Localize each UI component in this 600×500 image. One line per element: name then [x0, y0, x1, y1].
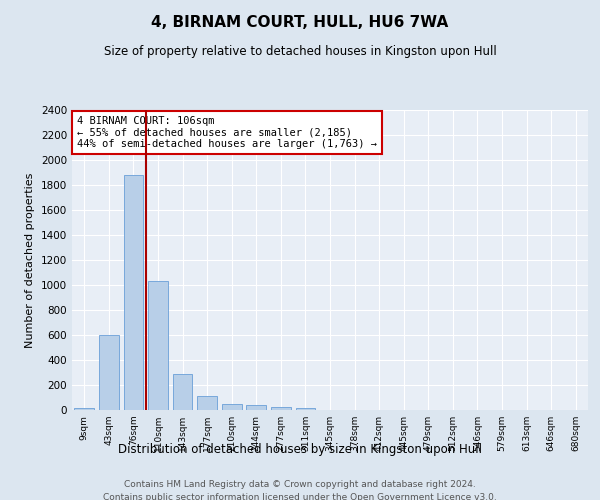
- Bar: [271, 406, 290, 410]
- Bar: [247, 405, 266, 410]
- Bar: [296, 408, 315, 410]
- Bar: [197, 396, 217, 410]
- Text: 4 BIRNAM COURT: 106sqm
← 55% of detached houses are smaller (2,185)
44% of semi-: 4 BIRNAM COURT: 106sqm ← 55% of detached…: [77, 116, 377, 149]
- Text: Distribution of detached houses by size in Kingston upon Hull: Distribution of detached houses by size …: [118, 442, 482, 456]
- Text: Size of property relative to detached houses in Kingston upon Hull: Size of property relative to detached ho…: [104, 45, 496, 58]
- Bar: [173, 374, 193, 410]
- Text: 4, BIRNAM COURT, HULL, HU6 7WA: 4, BIRNAM COURT, HULL, HU6 7WA: [151, 15, 449, 30]
- Text: Contains HM Land Registry data © Crown copyright and database right 2024.: Contains HM Land Registry data © Crown c…: [124, 480, 476, 489]
- Text: Contains public sector information licensed under the Open Government Licence v3: Contains public sector information licen…: [103, 492, 497, 500]
- Bar: [124, 175, 143, 410]
- Bar: [222, 404, 242, 410]
- Bar: [74, 408, 94, 410]
- Bar: [99, 335, 119, 410]
- Y-axis label: Number of detached properties: Number of detached properties: [25, 172, 35, 348]
- Bar: [148, 281, 168, 410]
